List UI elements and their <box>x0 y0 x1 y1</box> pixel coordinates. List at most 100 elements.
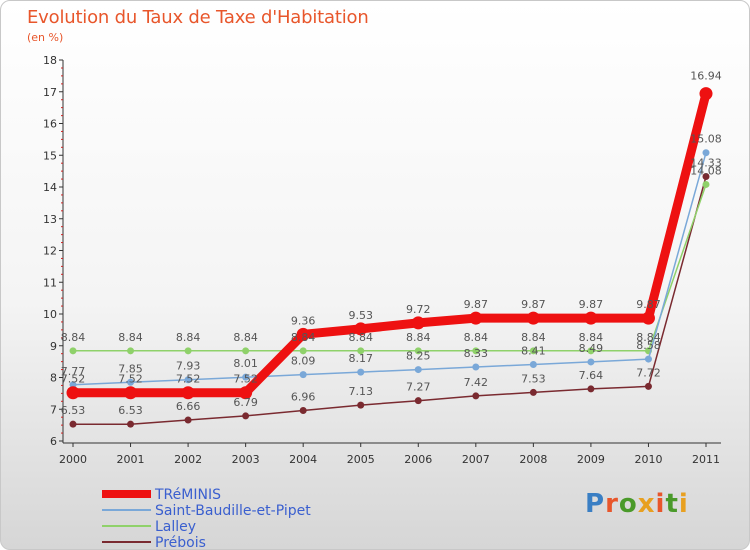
data-label-saint-baudille-et-pipet: 8.17 <box>348 352 373 365</box>
data-point-pr-bois <box>242 412 250 420</box>
data-label-lalley: 8.84 <box>464 331 489 344</box>
data-label-saint-baudille-et-pipet: 7.93 <box>176 360 201 373</box>
data-point-lalley <box>127 347 135 355</box>
x-tick-label: 2004 <box>289 453 317 466</box>
data-label-pr-bois: 6.79 <box>233 396 258 409</box>
data-point-lalley <box>357 347 365 355</box>
data-point-saint-baudille-et-pipet <box>529 360 537 368</box>
x-tick-label: 2003 <box>232 453 260 466</box>
data-point-lalley <box>69 347 77 355</box>
data-label-lalley: 8.84 <box>579 331 604 344</box>
data-point-tr-minis <box>181 386 195 400</box>
data-point-pr-bois <box>69 420 77 428</box>
data-point-tr-minis <box>584 311 598 325</box>
chart-subtitle: (en %) <box>27 31 64 44</box>
data-label-tr-minis: 7.52 <box>118 373 143 386</box>
data-point-tr-minis <box>469 311 483 325</box>
y-tick-label: 15 <box>43 149 57 162</box>
legend-label-pr-bois: Prébois <box>155 535 206 550</box>
data-label-saint-baudille-et-pipet: 15.08 <box>690 133 722 146</box>
data-label-pr-bois: 7.27 <box>406 381 431 394</box>
data-label-saint-baudille-et-pipet: 8.41 <box>521 344 546 357</box>
data-point-tr-minis <box>699 87 713 101</box>
data-label-saint-baudille-et-pipet: 7.85 <box>118 362 143 375</box>
y-tick-label: 13 <box>43 213 57 226</box>
data-point-saint-baudille-et-pipet <box>299 371 307 379</box>
data-label-tr-minis: 9.87 <box>636 298 661 311</box>
data-label-lalley: 8.84 <box>61 331 86 344</box>
data-point-saint-baudille-et-pipet <box>644 355 652 363</box>
y-tick-label: 17 <box>43 86 57 99</box>
data-point-pr-bois <box>127 420 135 428</box>
data-label-pr-bois: 7.53 <box>521 372 546 385</box>
y-tick-label: 8 <box>50 372 57 385</box>
legend-label-saint-baudille-et-pipet: Saint-Baudille-et-Pipet <box>155 503 311 519</box>
data-label-lalley: 8.84 <box>118 331 143 344</box>
data-label-lalley: 14.08 <box>690 164 722 177</box>
x-tick-label: 2011 <box>692 453 720 466</box>
x-tick-label: 2000 <box>59 453 87 466</box>
data-point-saint-baudille-et-pipet <box>242 373 250 381</box>
y-tick-label: 16 <box>43 118 57 131</box>
data-label-saint-baudille-et-pipet: 8.33 <box>464 347 489 360</box>
data-point-lalley <box>242 347 250 355</box>
data-label-tr-minis: 7.52 <box>176 373 201 386</box>
chart-title: Evolution du Taux de Taxe d'Habitation <box>27 7 369 28</box>
y-tick-label: 7 <box>50 403 57 416</box>
data-point-lalley <box>414 347 422 355</box>
data-point-pr-bois <box>529 388 537 396</box>
logo-letter: i <box>678 489 689 519</box>
data-label-lalley: 8.84 <box>406 331 431 344</box>
data-label-saint-baudille-et-pipet: 8.25 <box>406 350 431 363</box>
logo-letter: P <box>585 489 606 519</box>
data-label-lalley: 8.84 <box>521 331 546 344</box>
data-point-saint-baudille-et-pipet <box>414 366 422 374</box>
y-tick-label: 14 <box>43 181 57 194</box>
chart-series-layer <box>66 87 713 428</box>
logo-letter: i <box>655 489 666 519</box>
data-label-lalley: 8.84 <box>176 331 201 344</box>
logo-letter: o <box>618 489 638 519</box>
data-point-tr-minis <box>66 386 80 400</box>
data-point-tr-minis <box>411 316 425 330</box>
data-point-saint-baudille-et-pipet <box>702 149 710 157</box>
data-point-pr-bois <box>472 392 480 400</box>
chart-legend: TRéMINISSaint-Baudille-et-PipetLalleyPré… <box>102 487 311 550</box>
data-label-lalley: 8.84 <box>233 331 258 344</box>
data-point-tr-minis <box>526 311 540 325</box>
logo-letter: t <box>665 489 679 519</box>
x-tick-label: 2001 <box>117 453 145 466</box>
data-point-lalley <box>529 347 537 355</box>
series-line-tr-minis <box>68 89 711 398</box>
data-point-tr-minis <box>239 386 253 400</box>
data-label-pr-bois: 6.66 <box>176 400 201 413</box>
data-point-lalley <box>587 347 595 355</box>
chart-data-labels: 6.53 6.53 6.66 6.79 6.96 7.13 7.27 7.42 7.53 7.64… <box>61 70 722 418</box>
legend-label-tr-minis: TRéMINIS <box>154 487 221 503</box>
data-point-saint-baudille-et-pipet <box>587 358 595 366</box>
series-line-saint-baudille-et-pipet <box>72 151 707 386</box>
data-point-pr-bois <box>414 397 422 405</box>
logo-letter: x <box>637 489 656 519</box>
data-point-lalley <box>702 180 710 188</box>
data-label-saint-baudille-et-pipet: 8.01 <box>233 357 258 370</box>
data-label-pr-bois: 7.13 <box>348 385 373 398</box>
data-label-lalley: 8.84 <box>636 331 661 344</box>
data-label-saint-baudille-et-pipet: 7.77 <box>61 365 86 378</box>
chart-axes: 6 7 8 9 10 11 12 13 14 15 16 17 18 2000 2001 2002 2003 20… <box>43 54 721 466</box>
proxiti-logo: Proxiti <box>585 489 689 519</box>
data-point-saint-baudille-et-pipet <box>472 363 480 371</box>
data-label-tr-minis: 9.53 <box>348 309 373 322</box>
x-tick-label: 2005 <box>347 453 375 466</box>
data-point-saint-baudille-et-pipet <box>184 376 192 384</box>
data-label-tr-minis: 16.94 <box>690 70 722 83</box>
x-tick-label: 2002 <box>174 453 202 466</box>
data-point-lalley <box>184 347 192 355</box>
data-label-pr-bois: 7.64 <box>579 369 604 382</box>
data-label-saint-baudille-et-pipet: 8.58 <box>636 339 661 352</box>
series-line-lalley <box>72 183 707 352</box>
data-point-pr-bois <box>299 407 307 415</box>
data-point-pr-bois <box>357 401 365 409</box>
logo-letter: r <box>605 489 619 519</box>
